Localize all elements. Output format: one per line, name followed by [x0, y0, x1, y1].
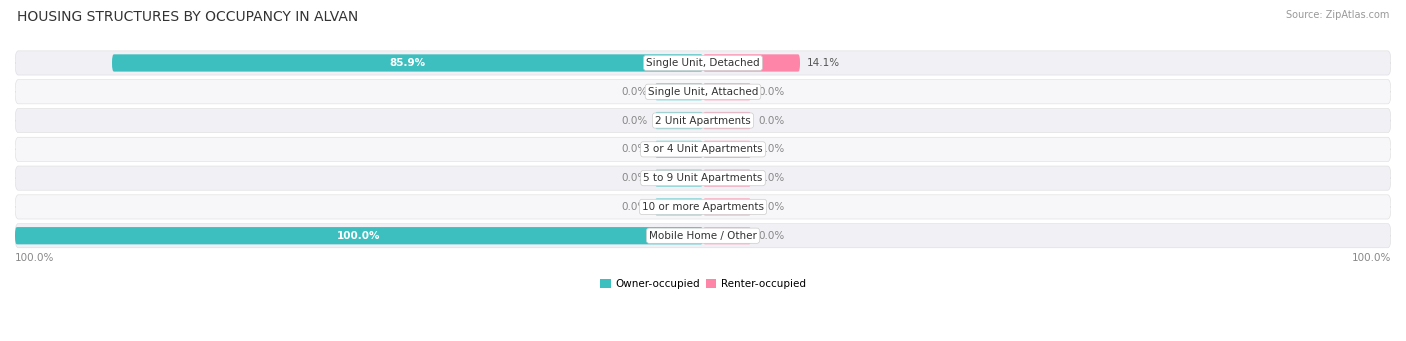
- Text: 0.0%: 0.0%: [621, 173, 648, 183]
- Text: 100.0%: 100.0%: [1351, 253, 1391, 263]
- FancyBboxPatch shape: [15, 80, 1391, 104]
- FancyBboxPatch shape: [703, 141, 751, 158]
- Text: Single Unit, Detached: Single Unit, Detached: [647, 58, 759, 68]
- FancyBboxPatch shape: [655, 112, 703, 129]
- FancyBboxPatch shape: [15, 51, 1391, 75]
- FancyBboxPatch shape: [655, 169, 703, 187]
- FancyBboxPatch shape: [703, 169, 751, 187]
- Text: 100.0%: 100.0%: [337, 231, 381, 241]
- Text: 85.9%: 85.9%: [389, 58, 426, 68]
- FancyBboxPatch shape: [112, 54, 703, 72]
- Text: 0.0%: 0.0%: [758, 144, 785, 154]
- FancyBboxPatch shape: [15, 137, 1391, 161]
- Legend: Owner-occupied, Renter-occupied: Owner-occupied, Renter-occupied: [596, 275, 810, 293]
- Text: 10 or more Apartments: 10 or more Apartments: [643, 202, 763, 212]
- FancyBboxPatch shape: [703, 83, 751, 100]
- Text: Single Unit, Attached: Single Unit, Attached: [648, 87, 758, 97]
- FancyBboxPatch shape: [655, 198, 703, 216]
- Text: 5 to 9 Unit Apartments: 5 to 9 Unit Apartments: [644, 173, 762, 183]
- FancyBboxPatch shape: [15, 195, 1391, 219]
- Text: Source: ZipAtlas.com: Source: ZipAtlas.com: [1285, 10, 1389, 20]
- Text: 0.0%: 0.0%: [621, 87, 648, 97]
- Text: 3 or 4 Unit Apartments: 3 or 4 Unit Apartments: [643, 144, 763, 154]
- FancyBboxPatch shape: [15, 108, 1391, 133]
- Text: 0.0%: 0.0%: [758, 116, 785, 125]
- FancyBboxPatch shape: [655, 141, 703, 158]
- FancyBboxPatch shape: [703, 198, 751, 216]
- Text: 0.0%: 0.0%: [758, 87, 785, 97]
- Text: 14.1%: 14.1%: [807, 58, 839, 68]
- FancyBboxPatch shape: [15, 224, 1391, 248]
- FancyBboxPatch shape: [15, 227, 703, 244]
- FancyBboxPatch shape: [703, 112, 751, 129]
- Text: 100.0%: 100.0%: [15, 253, 55, 263]
- FancyBboxPatch shape: [655, 83, 703, 100]
- Text: 0.0%: 0.0%: [758, 202, 785, 212]
- Text: 0.0%: 0.0%: [621, 116, 648, 125]
- Text: Mobile Home / Other: Mobile Home / Other: [650, 231, 756, 241]
- FancyBboxPatch shape: [703, 54, 800, 72]
- Text: 0.0%: 0.0%: [621, 144, 648, 154]
- Text: 2 Unit Apartments: 2 Unit Apartments: [655, 116, 751, 125]
- FancyBboxPatch shape: [703, 227, 751, 244]
- Text: 0.0%: 0.0%: [758, 231, 785, 241]
- Text: 0.0%: 0.0%: [621, 202, 648, 212]
- Text: 0.0%: 0.0%: [758, 173, 785, 183]
- Text: HOUSING STRUCTURES BY OCCUPANCY IN ALVAN: HOUSING STRUCTURES BY OCCUPANCY IN ALVAN: [17, 10, 359, 24]
- FancyBboxPatch shape: [15, 166, 1391, 190]
